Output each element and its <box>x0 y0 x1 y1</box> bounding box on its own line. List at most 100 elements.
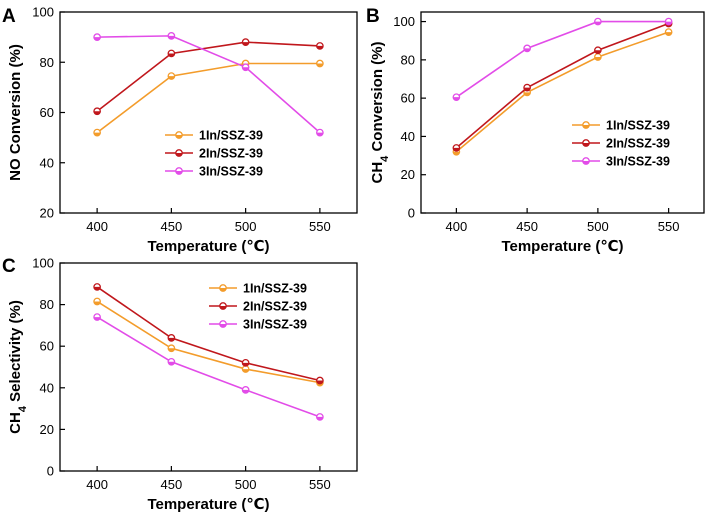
legend-marker-fill-1in-ssz-39 <box>582 125 590 129</box>
y-tick-label: 40 <box>40 380 54 395</box>
legend-label-1in-ssz-39: 1In/SSZ-39 <box>199 129 263 143</box>
data-point-fill-3in-ssz-39 <box>316 416 324 421</box>
x-tick-label: 400 <box>446 219 468 234</box>
y-axis-label-rest: Conversion (%) <box>369 42 386 156</box>
series-line-3in-ssz-39 <box>96 316 321 418</box>
y-axis-label: CH4 Conversion (%) <box>369 42 391 184</box>
y-axis-label-subscript: 4 <box>379 155 391 162</box>
y-tick-label: 20 <box>40 206 54 221</box>
legend-marker-fill-3in-ssz-39 <box>219 324 227 328</box>
data-point-fill-2in-ssz-39 <box>168 53 175 57</box>
y-axis-label-main: CH <box>7 412 24 434</box>
data-point-fill-3in-ssz-39 <box>242 389 249 394</box>
data-point-fill-3in-ssz-39 <box>168 35 175 40</box>
legend-marker-fill-1in-ssz-39 <box>219 288 227 292</box>
data-point-fill-3in-ssz-39 <box>453 97 460 101</box>
legend-marker-fill-2in-ssz-39 <box>219 306 227 310</box>
data-point-fill-3in-ssz-39 <box>242 67 249 71</box>
plot-frame <box>59 11 358 214</box>
series-line-1in-ssz-39 <box>96 300 321 384</box>
x-tick-label: 400 <box>86 477 108 492</box>
legend-label-1in-ssz-39: 1In/SSZ-39 <box>606 119 670 133</box>
data-point-fill-2in-ssz-39 <box>168 337 175 342</box>
y-tick-label: 100 <box>393 14 415 29</box>
y-tick-label: 40 <box>401 129 415 144</box>
y-axis-label-rest: Selectivity (%) <box>7 300 24 406</box>
chart-panel-c: C 400 450 500 550 0 20 40 60 80 100 Temperature (℃)… <box>2 256 358 513</box>
x-tick-label: 450 <box>161 477 183 492</box>
data-point-fill-1in-ssz-39 <box>168 348 175 352</box>
series-line-2in-ssz-39 <box>96 286 321 382</box>
data-point-fill-2in-ssz-39 <box>594 50 602 54</box>
panel-letter: B <box>366 6 380 27</box>
plot-frame <box>420 11 705 214</box>
y-tick-label: 80 <box>40 55 54 70</box>
y-tick-label: 100 <box>32 256 54 271</box>
legend-label-1in-ssz-39: 1In/SSZ-39 <box>243 282 307 296</box>
data-point-fill-1in-ssz-39 <box>316 63 324 67</box>
legend-label-2in-ssz-39: 2In/SSZ-39 <box>606 137 670 151</box>
x-tick-label: 450 <box>161 219 183 234</box>
data-point-fill-3in-ssz-39 <box>523 48 531 52</box>
legend-marker-fill-3in-ssz-39 <box>582 161 590 165</box>
chart-panel-a: A 400 450 500 550 20 40 60 80 100 Temperature (℃) N… <box>2 5 358 255</box>
y-tick-label: 60 <box>401 91 415 106</box>
data-point-fill-3in-ssz-39 <box>93 37 101 41</box>
series-line-2in-ssz-39 <box>96 41 320 112</box>
data-point-fill-1in-ssz-39 <box>594 56 602 61</box>
x-tick-label: 550 <box>658 219 680 234</box>
x-axis-label: Temperature (℃) <box>501 238 623 255</box>
legend-marker-fill-1in-ssz-39 <box>175 135 183 139</box>
data-point-fill-1in-ssz-39 <box>242 369 249 373</box>
y-tick-label: 0 <box>408 206 415 221</box>
y-tick-label: 40 <box>40 155 54 170</box>
legend-label-3in-ssz-39: 3In/SSZ-39 <box>199 165 263 179</box>
data-point-fill-1in-ssz-39 <box>523 92 531 96</box>
data-point-fill-3in-ssz-39 <box>93 317 101 321</box>
y-tick-label: 20 <box>401 167 415 182</box>
x-tick-label: 500 <box>235 477 257 492</box>
legend-label-2in-ssz-39: 2In/SSZ-39 <box>243 300 307 314</box>
data-point-fill-2in-ssz-39 <box>453 147 460 152</box>
x-tick-label: 400 <box>86 219 108 234</box>
panel-letter: A <box>2 6 16 27</box>
data-point-fill-3in-ssz-39 <box>665 21 672 25</box>
legend-marker-fill-3in-ssz-39 <box>175 171 183 175</box>
legend-marker-fill-2in-ssz-39 <box>175 153 183 157</box>
data-point-fill-2in-ssz-39 <box>316 380 324 384</box>
data-point-fill-2in-ssz-39 <box>523 87 531 91</box>
data-point-fill-2in-ssz-39 <box>242 42 249 46</box>
data-point-fill-1in-ssz-39 <box>93 301 101 305</box>
y-tick-label: 80 <box>40 297 54 312</box>
x-tick-label: 450 <box>516 219 538 234</box>
series-line-3in-ssz-39 <box>455 20 669 98</box>
x-tick-label: 550 <box>309 219 331 234</box>
data-point-fill-2in-ssz-39 <box>93 111 101 115</box>
y-tick-label: 0 <box>47 464 54 479</box>
data-point-fill-1in-ssz-39 <box>665 32 672 36</box>
y-axis-label: NO Conversion (%) <box>7 44 24 181</box>
panel-letter: C <box>2 256 16 277</box>
data-point-fill-2in-ssz-39 <box>316 45 324 50</box>
chart-panel-b: B 400 450 500 550 0 20 40 60 80 100 Temperature (℃)… <box>366 6 705 255</box>
x-tick-label: 500 <box>587 219 609 234</box>
y-axis-label: CH4 Selectivity (%) <box>7 300 29 434</box>
series-line-1in-ssz-39 <box>96 62 320 134</box>
y-tick-label: 60 <box>40 339 54 354</box>
data-point-fill-2in-ssz-39 <box>242 362 249 367</box>
x-tick-label: 550 <box>309 477 331 492</box>
data-point-fill-3in-ssz-39 <box>316 132 324 136</box>
data-point-fill-1in-ssz-39 <box>453 151 460 155</box>
series-line-2in-ssz-39 <box>455 22 669 149</box>
x-axis-label: Temperature (℃) <box>147 238 269 255</box>
legend-label-2in-ssz-39: 2In/SSZ-39 <box>199 147 263 161</box>
y-axis-label-main: NO Conversion (%) <box>7 44 24 181</box>
data-point-fill-3in-ssz-39 <box>594 21 602 25</box>
data-point-fill-1in-ssz-39 <box>93 132 101 136</box>
x-axis-label: Temperature (℃) <box>147 496 269 513</box>
y-tick-label: 100 <box>32 5 54 20</box>
y-tick-label: 20 <box>40 422 54 437</box>
series-line-3in-ssz-39 <box>97 35 321 134</box>
legend-marker-fill-2in-ssz-39 <box>582 143 590 147</box>
